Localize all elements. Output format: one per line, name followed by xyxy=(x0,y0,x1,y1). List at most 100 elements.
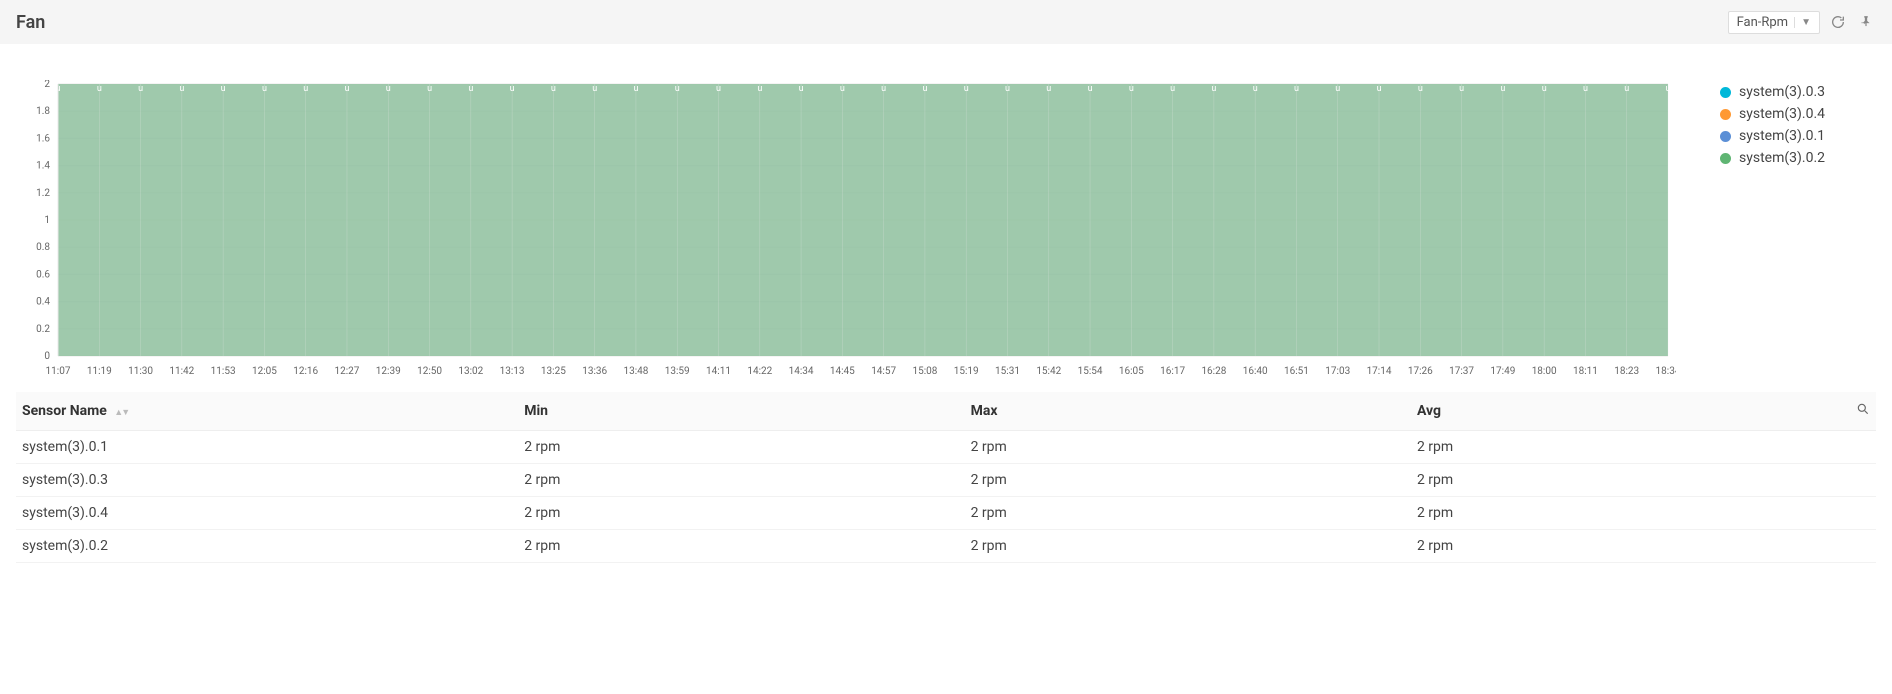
svg-text:18:00: 18:00 xyxy=(1532,366,1557,377)
svg-text:u: u xyxy=(592,84,597,94)
legend-color-dot xyxy=(1720,131,1731,142)
cell-min: 2 rpm xyxy=(518,530,964,563)
svg-text:u: u xyxy=(1418,84,1423,94)
cell-max: 2 rpm xyxy=(965,464,1411,497)
svg-text:1: 1 xyxy=(44,215,50,226)
svg-text:17:14: 17:14 xyxy=(1367,366,1392,377)
svg-text:u: u xyxy=(1170,84,1175,94)
svg-text:0.6: 0.6 xyxy=(36,269,50,280)
svg-text:1.6: 1.6 xyxy=(36,133,50,144)
legend-item[interactable]: system(3).0.2 xyxy=(1720,150,1876,166)
cell-sensor-name: system(3).0.1 xyxy=(16,431,518,464)
svg-text:13:25: 13:25 xyxy=(541,366,566,377)
refresh-button[interactable] xyxy=(1828,12,1848,32)
cell-empty xyxy=(1820,530,1876,563)
svg-text:11:07: 11:07 xyxy=(46,366,71,377)
svg-text:u: u xyxy=(963,84,968,94)
svg-text:u: u xyxy=(757,84,762,94)
svg-text:0.4: 0.4 xyxy=(36,297,50,308)
col-min[interactable]: Min xyxy=(518,392,964,431)
svg-text:15:42: 15:42 xyxy=(1036,366,1061,377)
svg-text:u: u xyxy=(97,84,102,94)
svg-text:u: u xyxy=(344,84,349,94)
svg-text:14:22: 14:22 xyxy=(747,366,772,377)
svg-text:13:13: 13:13 xyxy=(500,366,525,377)
svg-text:u: u xyxy=(1211,84,1216,94)
cell-min: 2 rpm xyxy=(518,497,964,530)
svg-text:15:19: 15:19 xyxy=(954,366,979,377)
svg-text:u: u xyxy=(138,84,143,94)
svg-text:0.8: 0.8 xyxy=(36,242,50,253)
svg-text:u: u xyxy=(551,84,556,94)
pin-button[interactable] xyxy=(1856,12,1876,32)
svg-text:16:28: 16:28 xyxy=(1201,366,1226,377)
svg-text:18:23: 18:23 xyxy=(1614,366,1639,377)
svg-text:u: u xyxy=(386,84,391,94)
legend-label: system(3).0.2 xyxy=(1739,150,1825,166)
cell-avg: 2 rpm xyxy=(1411,530,1820,563)
cell-min: 2 rpm xyxy=(518,431,964,464)
legend-label: system(3).0.3 xyxy=(1739,84,1825,100)
svg-text:u: u xyxy=(1459,84,1464,94)
svg-text:16:05: 16:05 xyxy=(1119,366,1144,377)
svg-text:u: u xyxy=(509,84,514,94)
table-row[interactable]: system(3).0.32 rpm2 rpm2 rpm xyxy=(16,464,1876,497)
svg-text:u: u xyxy=(1005,84,1010,94)
svg-text:u: u xyxy=(262,84,267,94)
svg-text:18:34: 18:34 xyxy=(1656,366,1676,377)
chevron-down-icon: ▼ xyxy=(1794,17,1811,28)
svg-text:2: 2 xyxy=(44,80,50,90)
svg-text:15:08: 15:08 xyxy=(912,366,937,377)
legend-item[interactable]: system(3).0.3 xyxy=(1720,84,1876,100)
cell-max: 2 rpm xyxy=(965,431,1411,464)
svg-text:u: u xyxy=(220,84,225,94)
svg-text:1.2: 1.2 xyxy=(36,188,50,199)
legend-label: system(3).0.4 xyxy=(1739,106,1825,122)
svg-text:u: u xyxy=(427,84,432,94)
cell-avg: 2 rpm xyxy=(1411,464,1820,497)
cell-max: 2 rpm xyxy=(965,497,1411,530)
col-max[interactable]: Max xyxy=(965,392,1411,431)
legend-item[interactable]: system(3).0.1 xyxy=(1720,128,1876,144)
cell-avg: 2 rpm xyxy=(1411,497,1820,530)
svg-text:11:19: 11:19 xyxy=(87,366,112,377)
sort-icon: ▲▼ xyxy=(114,408,128,418)
svg-text:u: u xyxy=(716,84,721,94)
panel-controls: Fan-Rpm ▼ xyxy=(1728,11,1876,34)
area-chart[interactable]: 00.20.40.60.811.21.41.61.8211:07u11:19u1… xyxy=(16,80,1676,380)
metric-dropdown[interactable]: Fan-Rpm ▼ xyxy=(1728,11,1820,34)
svg-text:u: u xyxy=(1541,84,1546,94)
svg-text:u: u xyxy=(1294,84,1299,94)
cell-empty xyxy=(1820,464,1876,497)
panel-title: Fan xyxy=(16,12,45,33)
svg-text:u: u xyxy=(1624,84,1629,94)
svg-text:17:37: 17:37 xyxy=(1449,366,1474,377)
table-row[interactable]: system(3).0.42 rpm2 rpm2 rpm xyxy=(16,497,1876,530)
legend-label: system(3).0.1 xyxy=(1739,128,1825,144)
svg-text:1.4: 1.4 xyxy=(36,161,50,172)
col-avg[interactable]: Avg xyxy=(1411,392,1820,431)
panel-header: Fan Fan-Rpm ▼ xyxy=(0,0,1892,44)
svg-text:15:54: 15:54 xyxy=(1078,366,1103,377)
svg-text:u: u xyxy=(922,84,927,94)
svg-text:15:31: 15:31 xyxy=(995,366,1020,377)
table-header-row: Sensor Name ▲▼ Min Max Avg xyxy=(16,392,1876,431)
table-row[interactable]: system(3).0.22 rpm2 rpm2 rpm xyxy=(16,530,1876,563)
chart-legend: system(3).0.3 system(3).0.4 system(3).0.1 s… xyxy=(1696,80,1876,380)
svg-text:12:27: 12:27 xyxy=(335,366,360,377)
svg-text:u: u xyxy=(179,84,184,94)
table-search[interactable] xyxy=(1820,392,1876,431)
svg-text:11:53: 11:53 xyxy=(211,366,236,377)
svg-text:0: 0 xyxy=(44,351,50,362)
col-sensor-name[interactable]: Sensor Name ▲▼ xyxy=(16,392,518,431)
svg-text:14:45: 14:45 xyxy=(830,366,855,377)
cell-min: 2 rpm xyxy=(518,464,964,497)
svg-text:14:57: 14:57 xyxy=(871,366,896,377)
svg-text:u: u xyxy=(675,84,680,94)
table-row[interactable]: system(3).0.12 rpm2 rpm2 rpm xyxy=(16,431,1876,464)
legend-item[interactable]: system(3).0.4 xyxy=(1720,106,1876,122)
svg-text:u: u xyxy=(1583,84,1588,94)
svg-text:13:48: 13:48 xyxy=(623,366,648,377)
svg-text:u: u xyxy=(1046,84,1051,94)
svg-text:u: u xyxy=(1665,84,1670,94)
